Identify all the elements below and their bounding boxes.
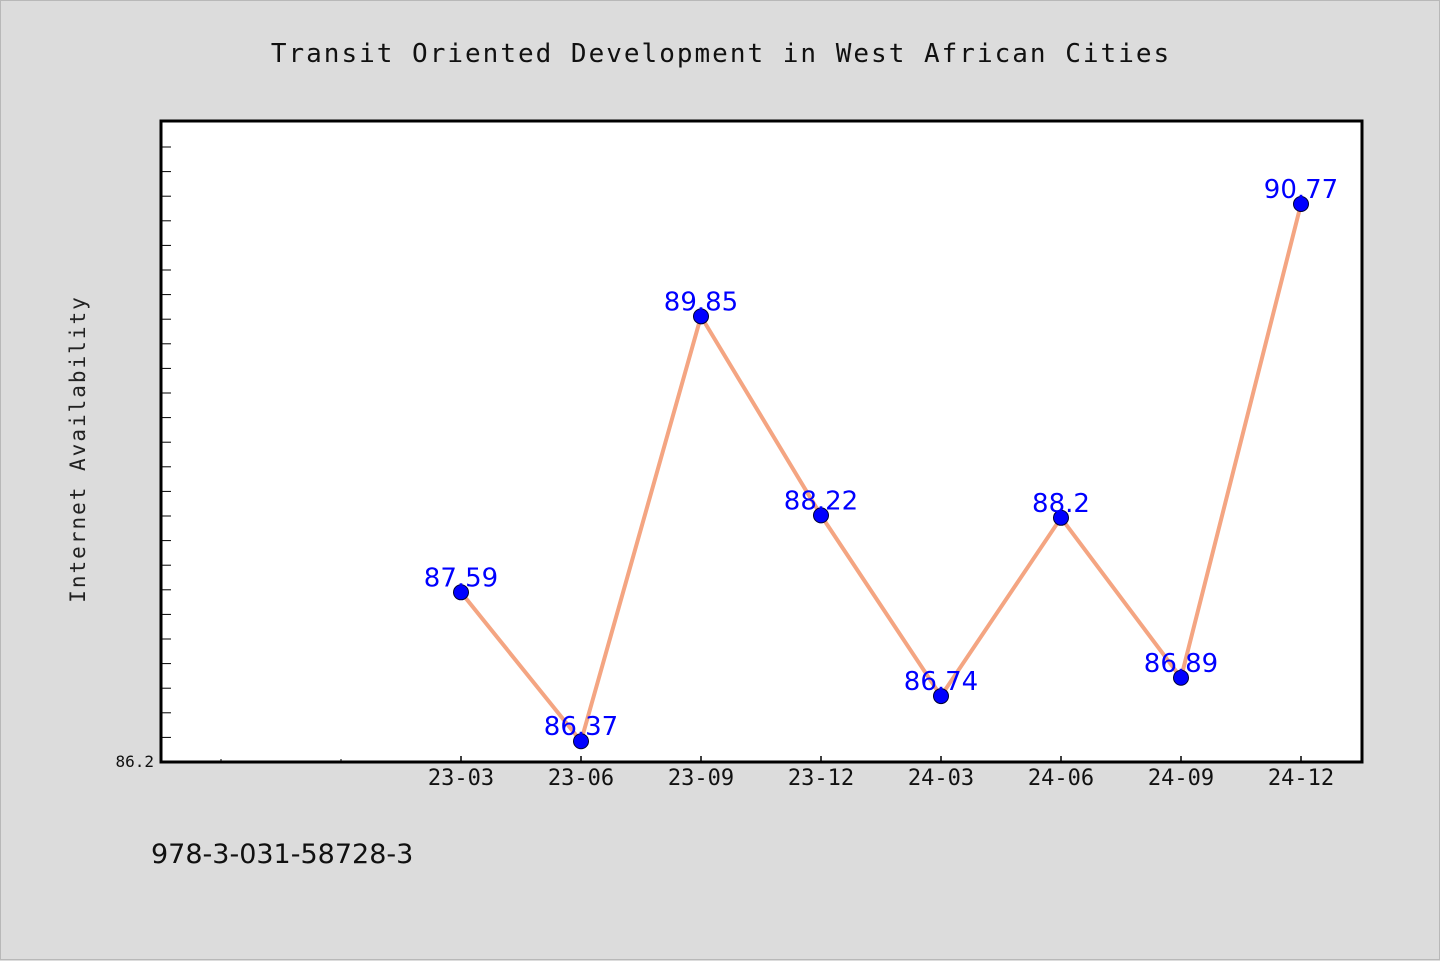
x-tick-label: 24-09 bbox=[1148, 766, 1214, 791]
data-point bbox=[453, 584, 469, 601]
x-tick-label: 23-06 bbox=[548, 766, 614, 791]
data-label: 88.2 bbox=[1032, 489, 1090, 519]
data-point bbox=[1293, 196, 1309, 213]
data-point bbox=[933, 688, 949, 705]
x-tick-label: 24-03 bbox=[908, 766, 974, 791]
data-point bbox=[1053, 509, 1069, 526]
data-label: 89.85 bbox=[664, 287, 738, 317]
x-tick-label: 23-12 bbox=[788, 766, 854, 791]
x-tick-label: 23-03 bbox=[428, 766, 494, 791]
data-point bbox=[573, 733, 589, 750]
y-minor-ticks bbox=[161, 146, 171, 738]
data-label: 86.89 bbox=[1144, 649, 1218, 679]
footer-isbn: 978-3-031-58728-3 bbox=[151, 839, 413, 870]
y-tick-label: 86.2 bbox=[115, 752, 154, 771]
x-tick-label: 23-09 bbox=[668, 766, 734, 791]
data-point bbox=[813, 507, 829, 524]
x-ticks: 23-03 23-06 23-09 23-12 24-03 24-06 24-09 24-12 bbox=[220, 756, 1334, 791]
data-label: 88.22 bbox=[784, 486, 858, 516]
data-label: 86.37 bbox=[544, 712, 618, 742]
data-label: 87.59 bbox=[424, 563, 498, 593]
data-point bbox=[693, 308, 709, 325]
data-point bbox=[1173, 669, 1189, 686]
chart-title: Transit Oriented Development in West Afr… bbox=[271, 39, 1171, 69]
series-line bbox=[459, 203, 1303, 744]
y-axis-label: Internet Availability bbox=[66, 295, 90, 603]
x-tick-label: 24-12 bbox=[1268, 766, 1334, 791]
data-label: 90.77 bbox=[1264, 175, 1338, 205]
data-label: 86.74 bbox=[904, 667, 978, 697]
series-polyline bbox=[459, 203, 1303, 744]
data-markers bbox=[453, 196, 1309, 750]
x-tick-label: 24-06 bbox=[1028, 766, 1094, 791]
data-labels: 87.59 86.37 89.85 88.22 86.74 88.2 86.89 90.77 bbox=[424, 175, 1338, 742]
